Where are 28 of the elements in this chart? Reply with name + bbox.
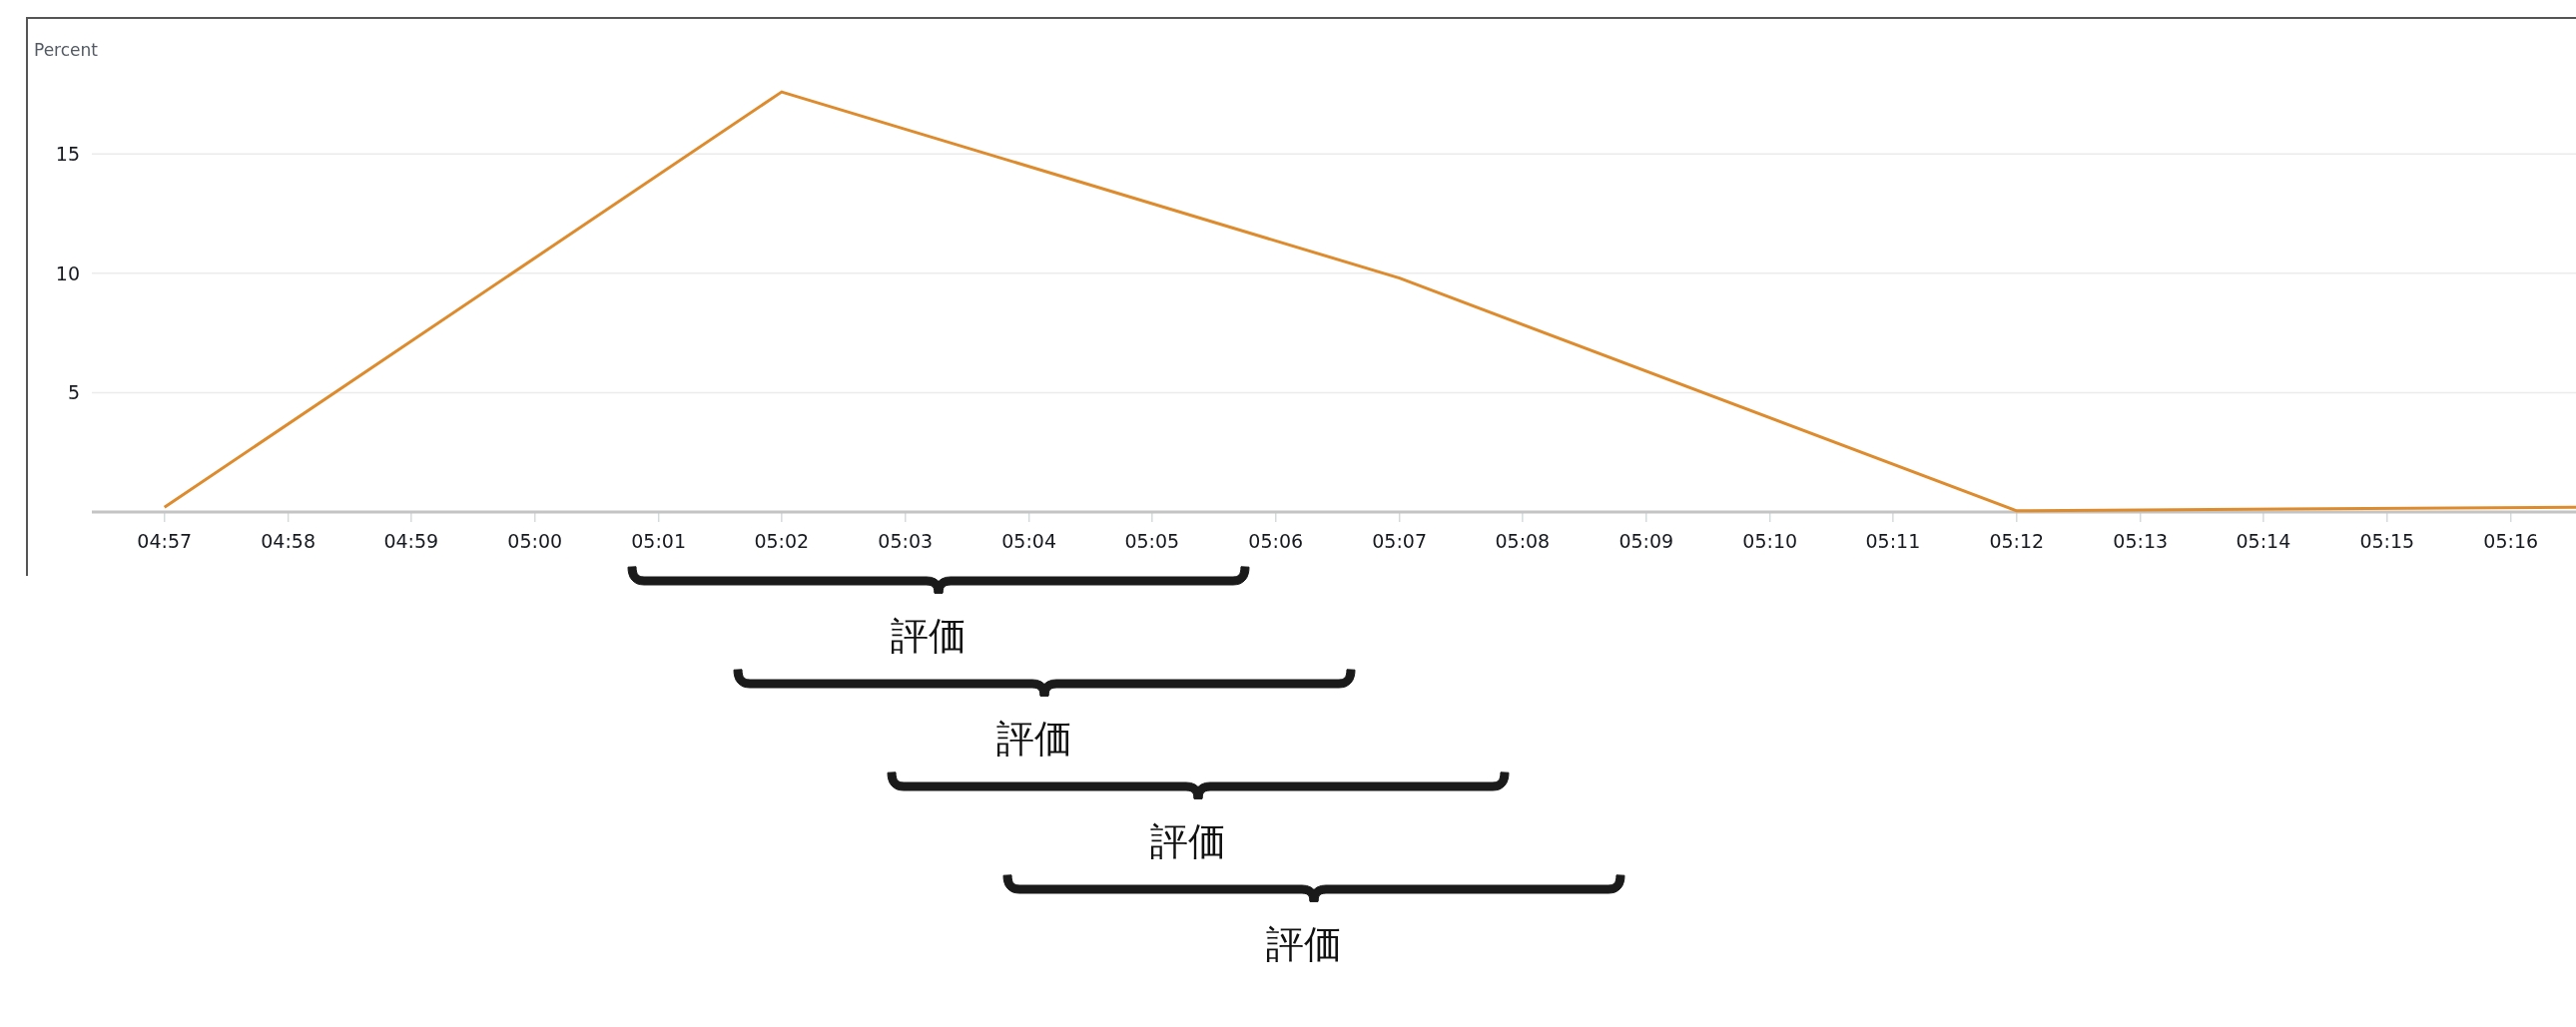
text: 評価 xyxy=(1266,922,1342,966)
y-tick-label: 15 xyxy=(55,143,80,166)
x-tick-label: 05:06 xyxy=(1248,530,1304,552)
x-tick-label: 05:13 xyxy=(2113,530,2169,552)
x-tick-label: 05:03 xyxy=(878,530,934,552)
x-tick-label: 05:12 xyxy=(1989,530,2045,552)
y-tick-label: 5 xyxy=(67,381,80,404)
x-tick-label: 04:58 xyxy=(261,530,317,552)
x-tick-label: 04:59 xyxy=(383,530,439,552)
x-tick-label: 05:01 xyxy=(631,530,687,552)
text: 評価 xyxy=(891,614,966,658)
x-tick-label: 05:09 xyxy=(1618,530,1674,552)
y-axis-title: Percent xyxy=(34,40,99,60)
x-tick-label: 05:10 xyxy=(1742,530,1798,552)
text: 評価 xyxy=(1150,819,1226,863)
text: 評価 xyxy=(996,717,1072,761)
x-tick-label: 05:04 xyxy=(1001,530,1057,552)
x-tick-label: 05:08 xyxy=(1495,530,1551,552)
x-tick-label: 05:14 xyxy=(2236,530,2291,552)
x-tick-label: 05:16 xyxy=(2483,530,2539,552)
y-tick-label: 10 xyxy=(55,261,80,284)
x-tick-label: 05:07 xyxy=(1372,530,1428,552)
x-tick-label: 04:57 xyxy=(137,530,193,552)
x-tick-label: 05:15 xyxy=(2359,530,2415,552)
x-tick-label: 05:02 xyxy=(754,530,810,552)
x-tick-label: 05:00 xyxy=(507,530,563,552)
x-tick-label: 05:05 xyxy=(1124,530,1180,552)
x-tick-label: 05:11 xyxy=(1865,530,1921,552)
